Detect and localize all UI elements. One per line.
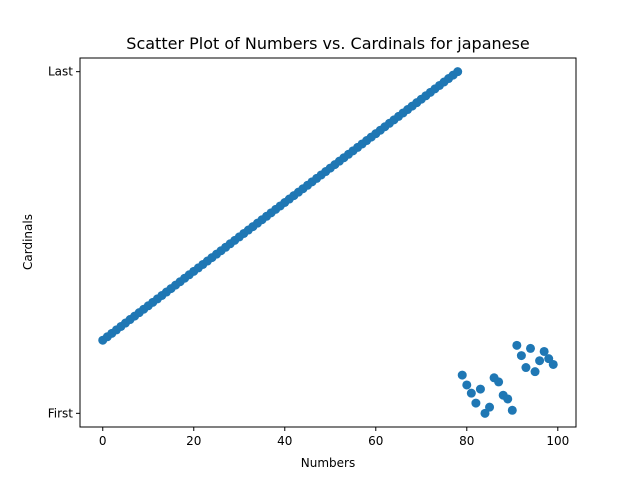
data-point-83 xyxy=(475,384,485,394)
data-point-81 xyxy=(466,388,476,398)
data-point-80 xyxy=(462,380,472,390)
data-points xyxy=(98,67,558,418)
data-point-79 xyxy=(457,370,467,380)
x-tick-label-1: 20 xyxy=(186,434,201,448)
y-tick-label-1: Last xyxy=(48,65,73,79)
x-tick-label-3: 60 xyxy=(368,434,383,448)
chart-title: Scatter Plot of Numbers vs. Cardinals fo… xyxy=(126,34,529,53)
data-point-78 xyxy=(453,67,463,77)
data-point-94 xyxy=(526,343,535,353)
y-axis-ticks: First Last xyxy=(48,65,80,420)
data-point-97 xyxy=(539,346,549,356)
y-axis-label: Cardinals xyxy=(21,214,35,270)
data-point-91 xyxy=(512,340,522,350)
x-tick-label-5: 100 xyxy=(546,434,569,448)
data-point-87 xyxy=(494,377,504,387)
data-point-93 xyxy=(521,363,531,373)
data-point-96 xyxy=(535,356,545,366)
x-tick-label-0: 0 xyxy=(99,434,107,448)
data-point-99 xyxy=(548,359,558,369)
x-tick-label-2: 40 xyxy=(277,434,292,448)
data-point-92 xyxy=(516,351,526,361)
data-point-95 xyxy=(530,367,540,377)
y-tick-label-0: First xyxy=(48,406,74,420)
data-point-85 xyxy=(485,402,495,412)
x-axis-label: Numbers xyxy=(301,456,355,470)
data-point-89 xyxy=(503,394,513,404)
x-axis-ticks: 0 20 40 60 80 100 xyxy=(99,427,569,448)
data-point-82 xyxy=(471,398,481,408)
data-point-90 xyxy=(507,405,517,415)
data-point-84 xyxy=(480,408,490,418)
x-tick-label-4: 80 xyxy=(459,434,474,448)
plot-frame xyxy=(79,57,577,428)
